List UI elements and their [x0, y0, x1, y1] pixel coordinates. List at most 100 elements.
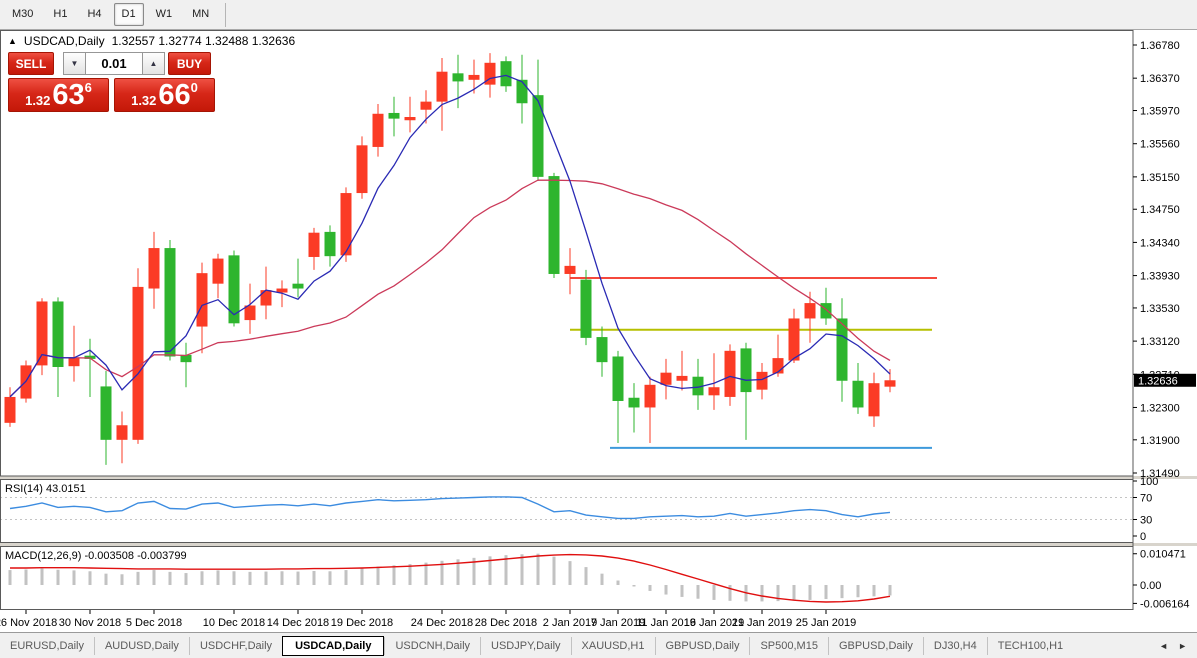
tab-audusd-daily[interactable]: AUDUSD,Daily: [93, 637, 189, 655]
rsi-axis-label: 100: [1140, 476, 1158, 488]
tab-xauusd-h1[interactable]: XAUUSD,H1: [570, 637, 655, 655]
price-axis-label: 1.34340: [1140, 237, 1180, 249]
date-axis-label: 14 Dec 2018: [267, 617, 329, 629]
bear-candle: [52, 301, 64, 368]
timeframe-button-h4[interactable]: H4: [87, 8, 102, 20]
macd-histogram-bar: [232, 571, 236, 585]
bear-candle: [388, 112, 400, 119]
macd-histogram-bar: [248, 571, 252, 585]
chart-expand-icon[interactable]: ▲: [8, 36, 17, 46]
macd-histogram-bar: [40, 568, 44, 585]
date-axis-label: 26 Nov 2018: [0, 617, 57, 629]
macd-histogram-bar: [792, 585, 796, 601]
buy-button[interactable]: BUY: [168, 52, 211, 75]
macd-histogram-bar: [872, 585, 876, 597]
macd-histogram-bar: [200, 571, 204, 585]
date-axis-label: 2 Jan 2019: [543, 617, 597, 629]
timeframe-button-d1[interactable]: D1: [113, 3, 144, 26]
bull-candle: [660, 372, 672, 385]
price-axis-label: 1.35970: [1140, 106, 1180, 118]
price-axis-label: 1.33530: [1140, 303, 1180, 315]
macd-histogram-bar: [600, 573, 604, 585]
bull-candle: [676, 375, 688, 381]
bear-candle: [852, 380, 864, 408]
bear-candle: [596, 337, 608, 363]
timeframe-button-mn[interactable]: MN: [192, 8, 210, 20]
macd-axis-label: -0.006164: [1140, 598, 1190, 610]
timeframe-button-m30[interactable]: M30: [12, 8, 34, 20]
bull-candle: [804, 303, 816, 319]
tab-gbpusd-daily[interactable]: GBPUSD,Daily: [654, 637, 750, 655]
date-axis-label: 7 Jan 2019: [591, 617, 645, 629]
macd-histogram-bar: [632, 585, 636, 587]
bear-candle: [532, 95, 544, 177]
date-axis-label: 11 Jan 2019: [636, 617, 696, 629]
tab-sp500-m15[interactable]: SP500,M15: [749, 637, 827, 655]
indicator-line: [9, 74, 891, 398]
indicator-line: [10, 553, 891, 603]
timeframe-button-w1[interactable]: W1: [155, 8, 173, 20]
price-axis-label: 1.32300: [1140, 402, 1180, 414]
price-axis-label: 1.36370: [1140, 73, 1180, 85]
macd-histogram-bar: [472, 557, 476, 585]
macd-histogram-bar: [360, 568, 364, 585]
macd-histogram-bar: [408, 564, 412, 585]
macd-histogram-bar: [72, 570, 76, 585]
tab-scroll-right-icon[interactable]: ►: [1178, 640, 1187, 651]
tab-usdcad-daily[interactable]: USDCAD,Daily: [282, 636, 385, 656]
tab-gbpusd-daily[interactable]: GBPUSD,Daily: [827, 637, 923, 655]
macd-histogram-bar: [184, 573, 188, 585]
price-axis-label: 1.33120: [1140, 336, 1180, 348]
bull-candle: [276, 288, 288, 293]
bull-candle: [724, 350, 736, 397]
bull-candle: [148, 248, 160, 289]
bear-candle: [164, 248, 176, 357]
timeframe-button-h1[interactable]: H1: [53, 8, 68, 20]
macd-histogram-bar: [488, 556, 492, 585]
price-axis-label: 1.31900: [1140, 435, 1180, 447]
sell-price-display[interactable]: 1.32 63 6: [8, 78, 109, 112]
volume-increase-button[interactable]: ▲: [143, 52, 165, 75]
sell-button[interactable]: SELL: [8, 52, 54, 75]
bull-candle: [372, 113, 384, 147]
bull-candle: [756, 371, 768, 390]
tab-dj30-h4[interactable]: DJ30,H4: [922, 637, 987, 655]
bull-candle: [436, 71, 448, 102]
macd-histogram-bar: [392, 565, 396, 585]
tab-usdchf-daily[interactable]: USDCHF,Daily: [188, 637, 282, 655]
tab-usdjpy-daily[interactable]: USDJPY,Daily: [480, 637, 571, 655]
macd-histogram-bar: [296, 571, 300, 585]
symbol-tab-bar: EURUSD,Daily AUDUSD,Daily USDCHF,Daily USDC…: [0, 632, 1197, 658]
macd-histogram-bar: [168, 571, 172, 585]
buy-price-display[interactable]: 1.32 66 0: [114, 78, 215, 112]
macd-axis-label: 0.010471: [1140, 549, 1186, 561]
macd-histogram-bar: [312, 570, 316, 585]
macd-histogram-bar: [856, 585, 860, 598]
date-axis-label: 30 Nov 2018: [59, 617, 121, 629]
macd-histogram-bar: [648, 585, 652, 591]
bear-candle: [292, 283, 304, 289]
macd-histogram-bar: [680, 585, 684, 597]
date-axis-label: 5 Dec 2018: [126, 617, 182, 629]
indicator-line: [9, 496, 891, 520]
tab-usdcnh-daily[interactable]: USDCNH,Daily: [384, 637, 480, 655]
price-axis-label: 1.34750: [1140, 204, 1180, 216]
date-axis-label: 24 Dec 2018: [411, 617, 473, 629]
bull-candle: [420, 101, 432, 110]
chart-window[interactable]: ▲ USDCAD,Daily 1.32557 1.32774 1.32488 1…: [0, 30, 1197, 632]
price-chart-canvas[interactable]: 1.36780 1.36370 1.35970 1.35560 1.35150 1.347…: [0, 30, 1197, 632]
macd-histogram-bar: [568, 561, 572, 585]
bull-candle: [884, 380, 896, 387]
macd-histogram-bar: [424, 562, 428, 585]
macd-histogram-bar: [264, 571, 268, 585]
tab-scroll-left-icon[interactable]: ◄: [1159, 640, 1169, 651]
volume-input[interactable]: 0.01: [85, 52, 143, 75]
tab-eurusd-daily[interactable]: EURUSD,Daily: [10, 640, 84, 652]
bull-candle: [788, 318, 800, 361]
tab-tech100-h1[interactable]: TECH100,H1: [986, 637, 1073, 655]
bear-candle: [228, 255, 240, 324]
macd-histogram-bar: [8, 570, 12, 585]
volume-decrease-button[interactable]: ▼: [63, 52, 85, 75]
rsi-axis-label: 30: [1140, 515, 1152, 527]
macd-histogram-bar: [840, 585, 844, 599]
